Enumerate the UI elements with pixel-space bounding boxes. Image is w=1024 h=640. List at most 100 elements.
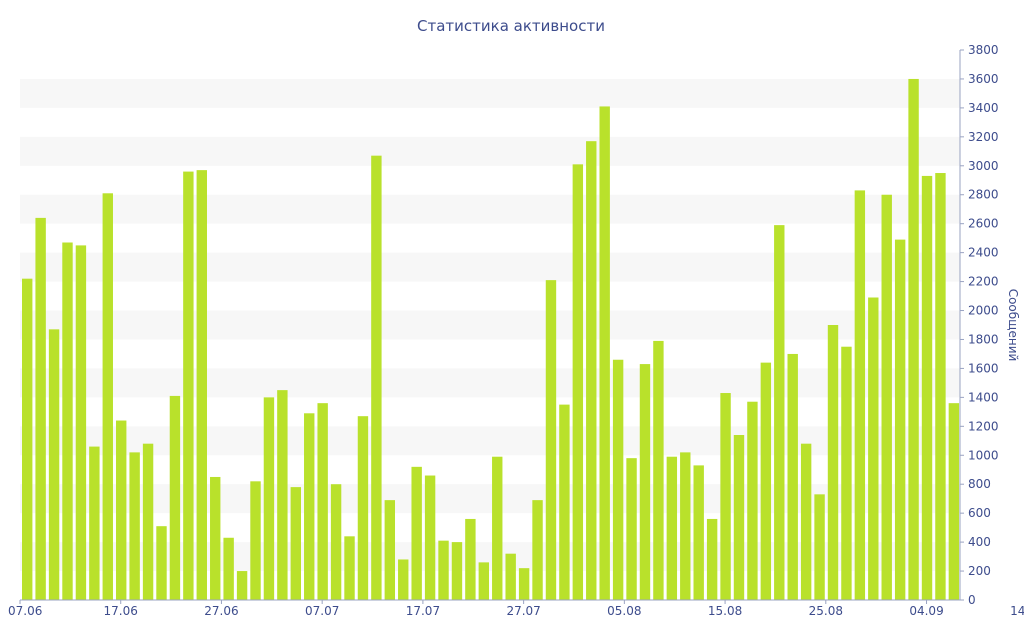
bar xyxy=(747,401,758,600)
bar xyxy=(89,446,100,600)
y-tick-label: 2600 xyxy=(968,217,999,231)
y-tick-label: 2000 xyxy=(968,304,999,318)
bar xyxy=(908,78,919,600)
bar xyxy=(666,456,678,600)
bar xyxy=(344,536,355,600)
grid-band xyxy=(20,310,960,340)
y-tick-label: 3400 xyxy=(968,101,999,115)
bar xyxy=(75,245,87,600)
bar xyxy=(774,225,785,600)
y-axis-ticks: 0 200 400 600 800 1000 1200 1400 1600 1800 2000 220… xyxy=(960,43,999,607)
y-tick-label: 3200 xyxy=(968,130,999,144)
y-tick-label: 0 xyxy=(968,593,976,607)
bar xyxy=(169,395,181,600)
bar xyxy=(384,500,396,600)
bar xyxy=(35,217,46,600)
bar xyxy=(921,175,933,601)
bar xyxy=(465,518,476,600)
grid-band xyxy=(20,136,960,166)
chart-title: Статистика активности xyxy=(417,17,605,35)
bar xyxy=(129,452,140,600)
bar xyxy=(210,476,221,600)
bar xyxy=(800,443,812,600)
bar xyxy=(304,413,315,600)
bar xyxy=(653,340,664,600)
bar xyxy=(586,141,597,600)
bar xyxy=(760,362,772,600)
bar xyxy=(814,494,825,600)
x-tick-label: 04.09 xyxy=(909,604,943,618)
y-tick-label: 1200 xyxy=(968,419,999,433)
y-tick-label: 2400 xyxy=(968,246,999,260)
bar xyxy=(854,190,866,600)
bar xyxy=(733,435,745,600)
x-tick-label: 07.06 xyxy=(8,604,42,618)
bar xyxy=(357,416,369,600)
bar xyxy=(787,353,798,600)
x-tick-label: 27.06 xyxy=(204,604,238,618)
grid-band xyxy=(20,194,960,224)
bar xyxy=(572,164,584,600)
bar xyxy=(290,487,301,600)
bar xyxy=(532,500,543,600)
x-tick-label: 17.06 xyxy=(104,604,138,618)
bar xyxy=(868,297,879,600)
y-tick-label: 800 xyxy=(968,477,991,491)
y-tick-label: 3600 xyxy=(968,72,999,86)
bar xyxy=(518,568,530,600)
y-tick-label: 3000 xyxy=(968,159,999,173)
y-tick-label: 600 xyxy=(968,506,991,520)
bar xyxy=(693,465,704,600)
bar xyxy=(371,155,382,600)
grid-band xyxy=(20,78,960,108)
bar xyxy=(881,194,892,601)
bar xyxy=(626,458,637,600)
bar xyxy=(398,559,409,600)
y-tick-label: 1800 xyxy=(968,332,999,346)
bar xyxy=(706,518,718,600)
y-axis-title: Сообщений xyxy=(1006,289,1020,362)
x-tick-label: 27.07 xyxy=(506,604,540,618)
x-tick-label: 15.08 xyxy=(708,604,742,618)
bar xyxy=(236,571,248,600)
bar xyxy=(505,553,516,600)
bar xyxy=(142,443,154,600)
x-axis-ticks: 07.06 17.06 27.06 07.07 17.07 27.07 05.08 15.08… xyxy=(8,600,1024,618)
bar xyxy=(559,404,570,600)
bar xyxy=(438,540,449,600)
bar xyxy=(720,393,731,600)
grid-band xyxy=(20,252,960,282)
bar xyxy=(612,359,624,600)
bar xyxy=(22,278,33,600)
x-tick-label: 05.08 xyxy=(607,604,641,618)
y-tick-label: 400 xyxy=(968,535,991,549)
bar xyxy=(223,537,234,600)
bar xyxy=(330,484,342,600)
bars-group xyxy=(22,78,960,601)
bar xyxy=(196,170,207,600)
bar xyxy=(263,397,275,600)
bar xyxy=(116,420,127,600)
y-tick-label: 1000 xyxy=(968,448,999,462)
bar xyxy=(62,242,73,600)
bar xyxy=(639,364,651,600)
bar xyxy=(250,481,261,600)
bar xyxy=(451,542,463,600)
x-tick-label: 25.08 xyxy=(809,604,843,618)
bar xyxy=(411,466,422,600)
bar xyxy=(948,403,960,600)
bar xyxy=(545,280,557,600)
y-tick-label: 200 xyxy=(968,564,991,578)
grid-band xyxy=(20,368,960,398)
x-tick-label: 17.07 xyxy=(406,604,440,618)
y-tick-label: 1600 xyxy=(968,361,999,375)
bar xyxy=(48,329,60,600)
x-tick-label: 07.07 xyxy=(305,604,339,618)
y-tick-label: 1400 xyxy=(968,390,999,404)
bar xyxy=(599,106,610,600)
bar xyxy=(492,456,503,600)
bar xyxy=(277,390,288,600)
bar xyxy=(935,173,946,600)
grid-band xyxy=(20,426,960,456)
bar xyxy=(317,403,328,600)
